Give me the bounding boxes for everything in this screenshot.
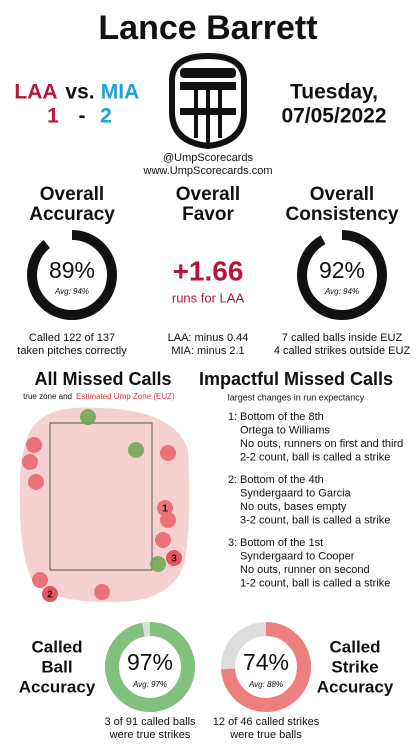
legend-euz: Estimated Ump Zone (EUZ) — [76, 392, 175, 401]
note: taken pitches correctly — [17, 345, 127, 357]
favor-sub: runs for LAA — [172, 290, 245, 305]
note: 4 called strikes outside EUZ — [274, 345, 411, 357]
stat-title: Overall — [310, 184, 374, 205]
item-number: 2: — [228, 474, 237, 486]
away-team: LAA — [14, 81, 57, 104]
item-line: Ortega to Williams — [240, 424, 330, 436]
umpire-mask — [169, 52, 247, 150]
note: LAA: minus 0.44 — [168, 332, 249, 344]
note: Called 122 of 137 — [29, 332, 115, 344]
date-line: Tuesday, — [290, 81, 378, 104]
item-line: Syndergaard to Cooper — [240, 550, 355, 562]
dash: - — [79, 105, 86, 128]
stat-value: 89% — [49, 257, 95, 283]
legend-text: true zone and — [23, 392, 72, 401]
item-number: 1: — [228, 411, 237, 423]
avg: Avg: 94% — [324, 287, 359, 296]
note: MIA: minus 2.1 — [171, 345, 244, 357]
consistency-ring — [297, 230, 387, 320]
stat-title: Accuracy — [19, 677, 96, 696]
item-number: 3: — [228, 537, 237, 549]
stat-title: Consistency — [286, 204, 399, 225]
zone-plot — [19, 407, 190, 603]
item-line: No outs, runner on second — [240, 564, 370, 576]
marker-label: 1 — [162, 504, 168, 515]
avg: Avg: 94% — [54, 287, 89, 296]
stat-title: Ball — [41, 657, 72, 676]
item-line: No outs, bases empty — [240, 501, 347, 513]
section-title: Impactful Missed Calls — [199, 369, 393, 389]
ball-ring — [105, 622, 195, 712]
item-line: 2-2 count, ball is called a strike — [240, 451, 390, 463]
handle: @UmpScorecards — [163, 152, 254, 164]
away-score: 1 — [47, 105, 59, 128]
marker-label: 3 — [171, 554, 177, 565]
note: were true strikes — [109, 729, 191, 741]
strike-ring — [221, 622, 311, 712]
section-title: All Missed Calls — [34, 369, 171, 389]
stat-value: 97% — [127, 649, 173, 675]
stat-value: 74% — [243, 649, 289, 675]
date-line: 07/05/2022 — [281, 105, 386, 128]
avg: Avg: 97% — [132, 680, 167, 689]
stat-title: Strike — [331, 657, 378, 676]
item-line: 1-2 count, ball is called a strike — [240, 577, 390, 589]
website: www.UmpScorecards.com — [143, 165, 273, 177]
note: were true balls — [229, 729, 302, 741]
stat-title: Favor — [182, 204, 234, 225]
favor-value: +1.66 — [173, 255, 244, 286]
subtitle: largest changes in run expectancy — [228, 392, 365, 402]
marker-label: 2 — [47, 590, 53, 601]
item-line: Bottom of the 1st — [240, 537, 323, 549]
home-team: MIA — [101, 81, 140, 104]
item-line: 3-2 count, ball is called a strike — [240, 514, 390, 526]
note: 3 of 91 called balls — [104, 716, 196, 728]
vs: vs. — [65, 81, 94, 104]
stat-title: Accuracy — [29, 204, 115, 225]
stat-title: Overall — [176, 184, 240, 205]
avg: Avg: 88% — [248, 680, 283, 689]
home-score: 2 — [100, 105, 112, 128]
stat-value: 92% — [319, 257, 365, 283]
item-line: Bottom of the 8th — [240, 411, 324, 423]
item-line: Bottom of the 4th — [240, 474, 324, 486]
stat-title: Called — [329, 637, 380, 656]
stat-title: Called — [31, 637, 82, 656]
accuracy-ring — [27, 230, 117, 320]
stat-title: Overall — [40, 184, 104, 205]
note: 7 called balls inside EUZ — [282, 332, 403, 344]
item-line: Syndergaard to Garcia — [240, 487, 352, 499]
item-line: No outs, runners on first and third — [240, 438, 403, 450]
title: Lance Barrett — [98, 9, 317, 47]
stat-title: Accuracy — [317, 677, 394, 696]
note: 12 of 46 called strikes — [213, 716, 320, 728]
